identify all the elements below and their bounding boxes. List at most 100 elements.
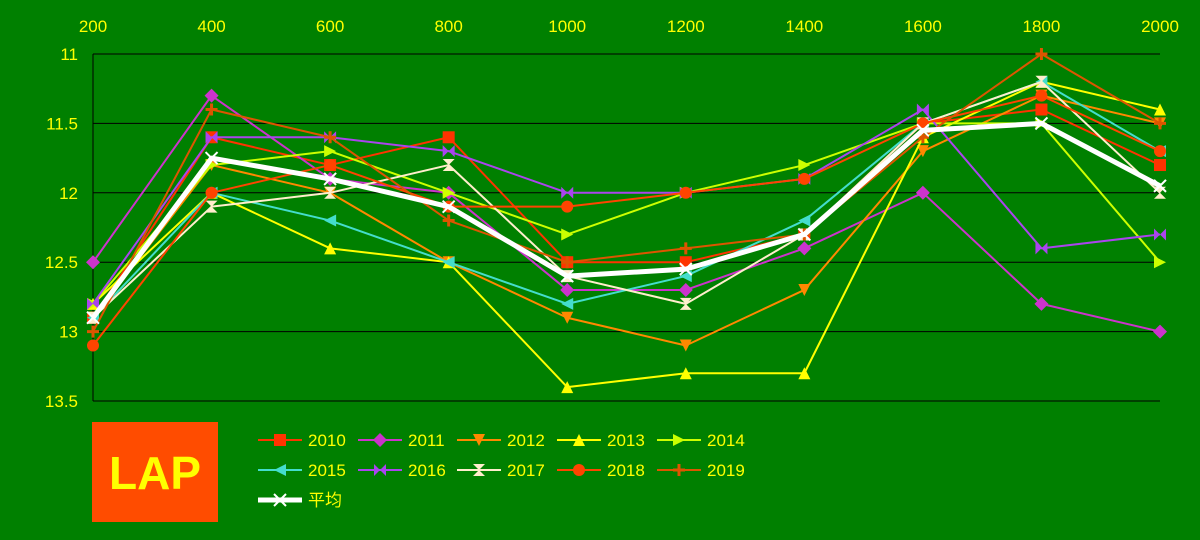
y-tick-label: 12.5 xyxy=(45,253,78,272)
x-tick-label: 200 xyxy=(79,17,107,36)
legend-label: 2013 xyxy=(607,431,645,450)
series-2012-point xyxy=(561,311,574,324)
series-average-point xyxy=(1153,179,1167,193)
series-2018-point xyxy=(1154,145,1166,158)
series-2013-point xyxy=(1154,103,1166,116)
series-2015-point xyxy=(561,297,574,310)
series-average-point xyxy=(323,172,337,186)
series-2010-line xyxy=(92,108,1161,319)
series-2011-point xyxy=(560,282,575,297)
x-tick-label: 400 xyxy=(197,17,225,36)
series-2016-point xyxy=(561,186,574,199)
legend-item-2015: 2015 xyxy=(258,461,346,480)
legend-label: 2014 xyxy=(707,431,745,450)
x-tick-label: 1200 xyxy=(667,17,705,36)
legend: 2010 2011 2012 2013 2014 2015 2016 2017 2018 2019… xyxy=(258,431,745,510)
legend-item-2016: 2016 xyxy=(358,461,446,480)
series-2012-line xyxy=(92,94,1161,347)
legend-swatch-marker xyxy=(573,434,585,446)
series-2018-line xyxy=(92,94,1161,347)
legend-swatch-marker xyxy=(473,464,485,476)
legend-item-average: 平均 xyxy=(258,491,342,510)
lap-logo-background xyxy=(92,422,218,522)
legend-swatch-marker xyxy=(274,464,286,476)
series-average xyxy=(86,116,1167,325)
legend-label: 2010 xyxy=(308,431,346,450)
legend-label: 2017 xyxy=(507,461,545,480)
series-2014-line xyxy=(92,122,1161,305)
legend-item-2019: 2019 xyxy=(657,461,745,480)
series-2016-point xyxy=(442,145,455,158)
series-2011-point xyxy=(1153,324,1167,339)
series-2014-point xyxy=(798,159,811,172)
series-2017-point xyxy=(442,159,455,172)
legend-label: 平均 xyxy=(308,491,342,510)
lap-logo-text: LAP xyxy=(109,447,201,499)
series-2011-point xyxy=(204,88,219,103)
legend-label: 2016 xyxy=(408,461,446,480)
series-2014-point xyxy=(442,186,455,199)
series-2019-point xyxy=(679,242,692,255)
y-tick-label: 13.5 xyxy=(45,392,78,411)
series-2011-point xyxy=(915,185,930,200)
x-axis-tick-labels: 200 400 600 800 1000 1200 1400 1600 1800 2000 xyxy=(79,17,1179,36)
series-2010-point xyxy=(1035,103,1048,116)
series-average-point xyxy=(916,123,930,138)
y-tick-label: 12 xyxy=(59,184,78,203)
series-2018-point xyxy=(87,339,99,352)
series-2019-line xyxy=(92,53,1161,333)
series-2016-point xyxy=(205,131,218,144)
series-2015-point xyxy=(324,214,337,227)
series-lines xyxy=(86,48,1167,394)
series-2011-point xyxy=(797,241,812,256)
y-axis-tick-labels: 11 11.5 12 12.5 13 13.5 xyxy=(45,45,78,411)
legend-swatch-marker xyxy=(573,464,585,476)
series-2017-point xyxy=(1035,75,1048,88)
legend-swatch-marker xyxy=(673,434,685,446)
x-tick-label: 1600 xyxy=(904,17,942,36)
legend-item-2017: 2017 xyxy=(457,461,545,480)
series-2018-point xyxy=(798,172,811,185)
series-average-line xyxy=(90,120,1162,320)
series-2017-point xyxy=(679,297,692,310)
x-tick-label: 600 xyxy=(316,17,344,36)
series-2018-point xyxy=(561,200,574,213)
series-2013-point xyxy=(798,367,811,380)
legend-label: 2011 xyxy=(408,431,445,450)
legend-label: 2012 xyxy=(507,431,545,450)
series-2013-point xyxy=(324,242,337,255)
legend-label: 2019 xyxy=(707,461,745,480)
series-2016 xyxy=(87,103,1166,310)
series-2016-point xyxy=(87,297,99,310)
series-2010-point xyxy=(442,131,455,144)
y-tick-label: 11 xyxy=(60,45,78,64)
legend-swatch-marker xyxy=(374,464,386,476)
series-2018-point xyxy=(324,159,337,172)
series-2019-point xyxy=(442,214,455,227)
series-2014-point xyxy=(1154,256,1166,269)
series-2017-point xyxy=(205,200,218,213)
series-2012-point xyxy=(679,339,692,352)
series-2016-point xyxy=(916,103,929,116)
series-2014-point xyxy=(561,228,574,241)
series-2018-point xyxy=(205,186,218,199)
legend-swatch-marker xyxy=(673,464,685,476)
x-tick-label: 1400 xyxy=(785,17,823,36)
series-2017-point xyxy=(324,186,337,199)
series-2016-point xyxy=(1154,228,1166,241)
series-2019-point xyxy=(87,325,99,338)
legend-item-2013: 2013 xyxy=(557,431,645,450)
legend-item-2014: 2014 xyxy=(657,431,745,450)
legend-swatch-marker xyxy=(273,493,287,507)
series-2019-point xyxy=(1154,117,1166,130)
series-2017-line xyxy=(92,80,1161,319)
series-2015-point xyxy=(798,214,811,227)
x-tick-label: 800 xyxy=(434,17,462,36)
series-average-point xyxy=(86,311,100,325)
series-2011-point xyxy=(86,255,100,270)
series-2019 xyxy=(87,48,1166,338)
series-2012 xyxy=(87,89,1166,352)
y-tick-label: 11.5 xyxy=(46,114,78,133)
series-2012-point xyxy=(916,145,929,158)
legend-label: 2015 xyxy=(308,461,346,480)
